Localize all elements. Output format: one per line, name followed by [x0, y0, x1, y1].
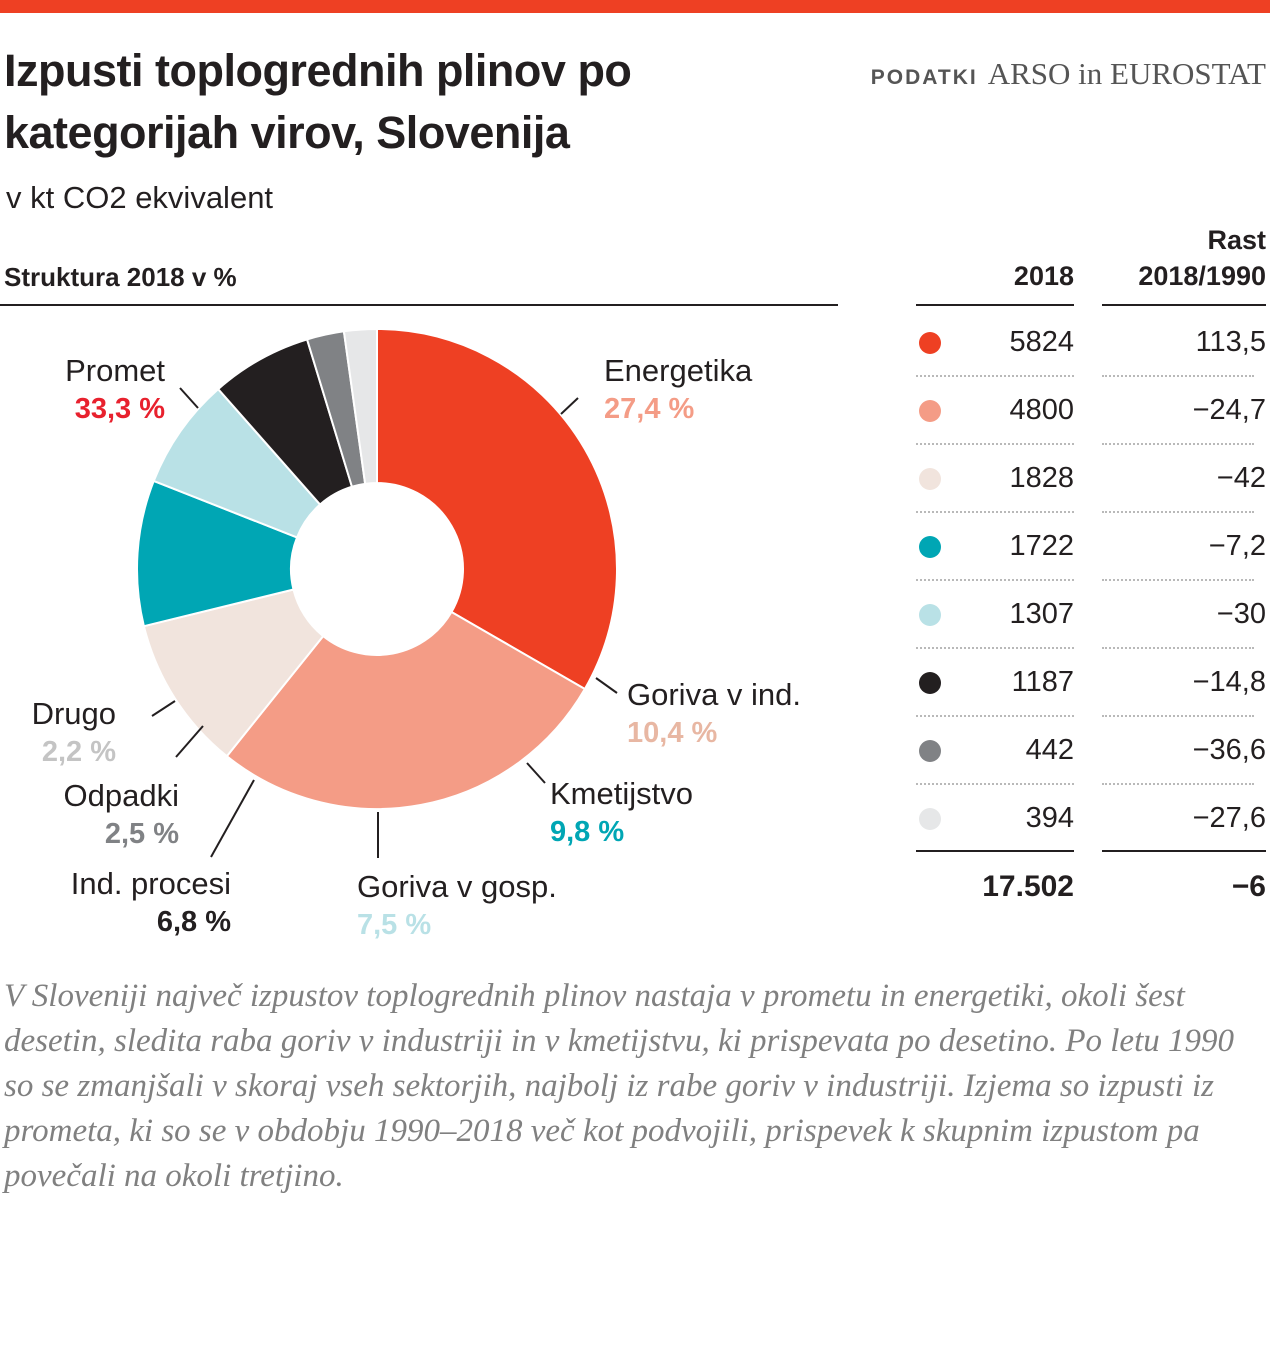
- table-header-growth: Rast 2018/1990: [1102, 222, 1266, 294]
- data-source: PODATKI ARSO in EUROSTAT: [871, 56, 1266, 92]
- table-cell-growth: −7,2: [1208, 530, 1266, 562]
- table-cell-growth: −24,7: [1192, 394, 1266, 426]
- donut-chart: Promet 33,3 % Energetika 27,4 % Goriva v ind…: [32, 327, 801, 941]
- row-divider: [1102, 715, 1254, 717]
- table-cell-2018: 1722: [1009, 530, 1074, 562]
- leader-line-7: [175, 725, 204, 758]
- pie-slice-2: [225, 610, 587, 810]
- leader-line-3: [595, 677, 618, 694]
- slice-label-2: Energetika: [604, 353, 753, 388]
- row-divider: [1102, 783, 1254, 785]
- row-divider: [916, 443, 1074, 445]
- pie-slice-1: [376, 327, 618, 691]
- pie-section-title: Struktura 2018 v %: [4, 262, 237, 292]
- table-cell-growth: −14,8: [1192, 666, 1266, 698]
- table-header-rule-2018: [916, 304, 1074, 306]
- chart-title: Izpusti toplogrednih plinov po kategorij…: [4, 45, 632, 158]
- slice-value-label-2: 27,4 %: [604, 393, 694, 425]
- row-divider: [916, 647, 1074, 649]
- slice-value-label-4: 9,8 %: [550, 816, 624, 848]
- source-label: PODATKI: [870, 66, 978, 89]
- row-divider: [916, 783, 1074, 785]
- table-cell-growth: 113,5: [1195, 326, 1266, 358]
- table-cell-2018: 394: [1025, 802, 1074, 834]
- table-total-growth: −6: [1231, 870, 1266, 903]
- slice-value-label-3: 10,4 %: [627, 717, 717, 749]
- table-cell-growth: −36,6: [1192, 734, 1266, 766]
- slice-label-1: Promet: [65, 353, 165, 388]
- row-divider: [916, 375, 1074, 377]
- table-row: 1187 −14,8: [916, 662, 1266, 730]
- table-row: 442 −36,6: [916, 730, 1266, 798]
- table-cell-2018: 1307: [1009, 598, 1074, 630]
- row-divider: [1102, 443, 1254, 445]
- row-divider: [916, 579, 1074, 581]
- slice-label-5: Goriva v gosp.: [357, 869, 557, 904]
- leader-line-6: [210, 779, 255, 858]
- table-cell-2018: 1187: [1011, 666, 1074, 698]
- pie-slice-8: [342, 327, 378, 485]
- top-accent-bar: [0, 0, 1270, 13]
- table-cell-2018: 442: [1025, 734, 1074, 766]
- table-row: 1307 −30: [916, 594, 1266, 662]
- table-header-growth-line1: Rast: [1207, 225, 1266, 255]
- legend-dot: [919, 808, 941, 830]
- legend-dot: [919, 536, 941, 558]
- row-divider: [916, 511, 1074, 513]
- slice-value-label-1: 33,3 %: [75, 393, 165, 425]
- slice-label-4: Kmetijstvo: [550, 776, 693, 811]
- table-row: 1722 −7,2: [916, 526, 1266, 594]
- leader-line-1: [179, 387, 199, 409]
- leader-line-4: [526, 762, 546, 784]
- legend-dot: [919, 740, 941, 762]
- slice-value-label-7: 2,5 %: [105, 818, 179, 850]
- pie-slice-4: [136, 479, 299, 628]
- table-cell-2018: 4800: [1009, 394, 1074, 426]
- slice-label-6: Ind. procesi: [71, 866, 231, 901]
- table-row: 1828 −42: [916, 458, 1266, 526]
- table-cell-2018: 5824: [1009, 326, 1074, 358]
- table-total-value: 17.502: [982, 870, 1074, 903]
- table-sum-rule-2018: [916, 850, 1074, 852]
- leader-line-8: [151, 700, 176, 717]
- table-row: 4800 −24,7: [916, 390, 1266, 458]
- row-divider: [1102, 647, 1254, 649]
- legend-dot: [919, 604, 941, 626]
- table-row: 5824 113,5: [916, 322, 1266, 390]
- legend-dot: [919, 672, 941, 694]
- legend-dot: [919, 332, 941, 354]
- table-header-rule-growth: [1102, 304, 1266, 306]
- table-sum-rule-growth: [1102, 850, 1266, 852]
- table-cell-growth: −27,6: [1192, 802, 1266, 834]
- pie-slice-3: [142, 588, 325, 758]
- leader-line-2: [560, 397, 579, 415]
- slice-value-label-5: 7,5 %: [357, 909, 431, 941]
- pie-section-rule: [0, 304, 838, 306]
- chart-subtitle: v kt CO2 ekvivalent: [6, 180, 274, 215]
- source-value: ARSO in EUROSTAT: [987, 56, 1266, 91]
- row-divider: [1102, 511, 1254, 513]
- legend-dot: [919, 468, 941, 490]
- table-header-growth-line2: 2018/1990: [1138, 261, 1266, 291]
- table-cell-2018: 1828: [1009, 462, 1074, 494]
- description-note: V Sloveniji največ izpustov toplogrednih…: [4, 978, 1234, 1194]
- row-divider: [916, 715, 1074, 717]
- table-cell-growth: −42: [1216, 462, 1266, 494]
- table-cell-growth: −30: [1216, 598, 1266, 630]
- legend-dot: [919, 400, 941, 422]
- slice-label-8: Drugo: [32, 696, 116, 731]
- table-row: 394 −27,6: [916, 798, 1266, 866]
- row-divider: [1102, 579, 1254, 581]
- slice-value-label-8: 2,2 %: [42, 736, 116, 768]
- slice-label-3: Goriva v ind.: [627, 677, 801, 712]
- table-header-2018: 2018: [1013, 261, 1074, 291]
- row-divider: [1102, 375, 1254, 377]
- slice-value-label-6: 6,8 %: [157, 906, 231, 938]
- slice-label-7: Odpadki: [64, 778, 179, 813]
